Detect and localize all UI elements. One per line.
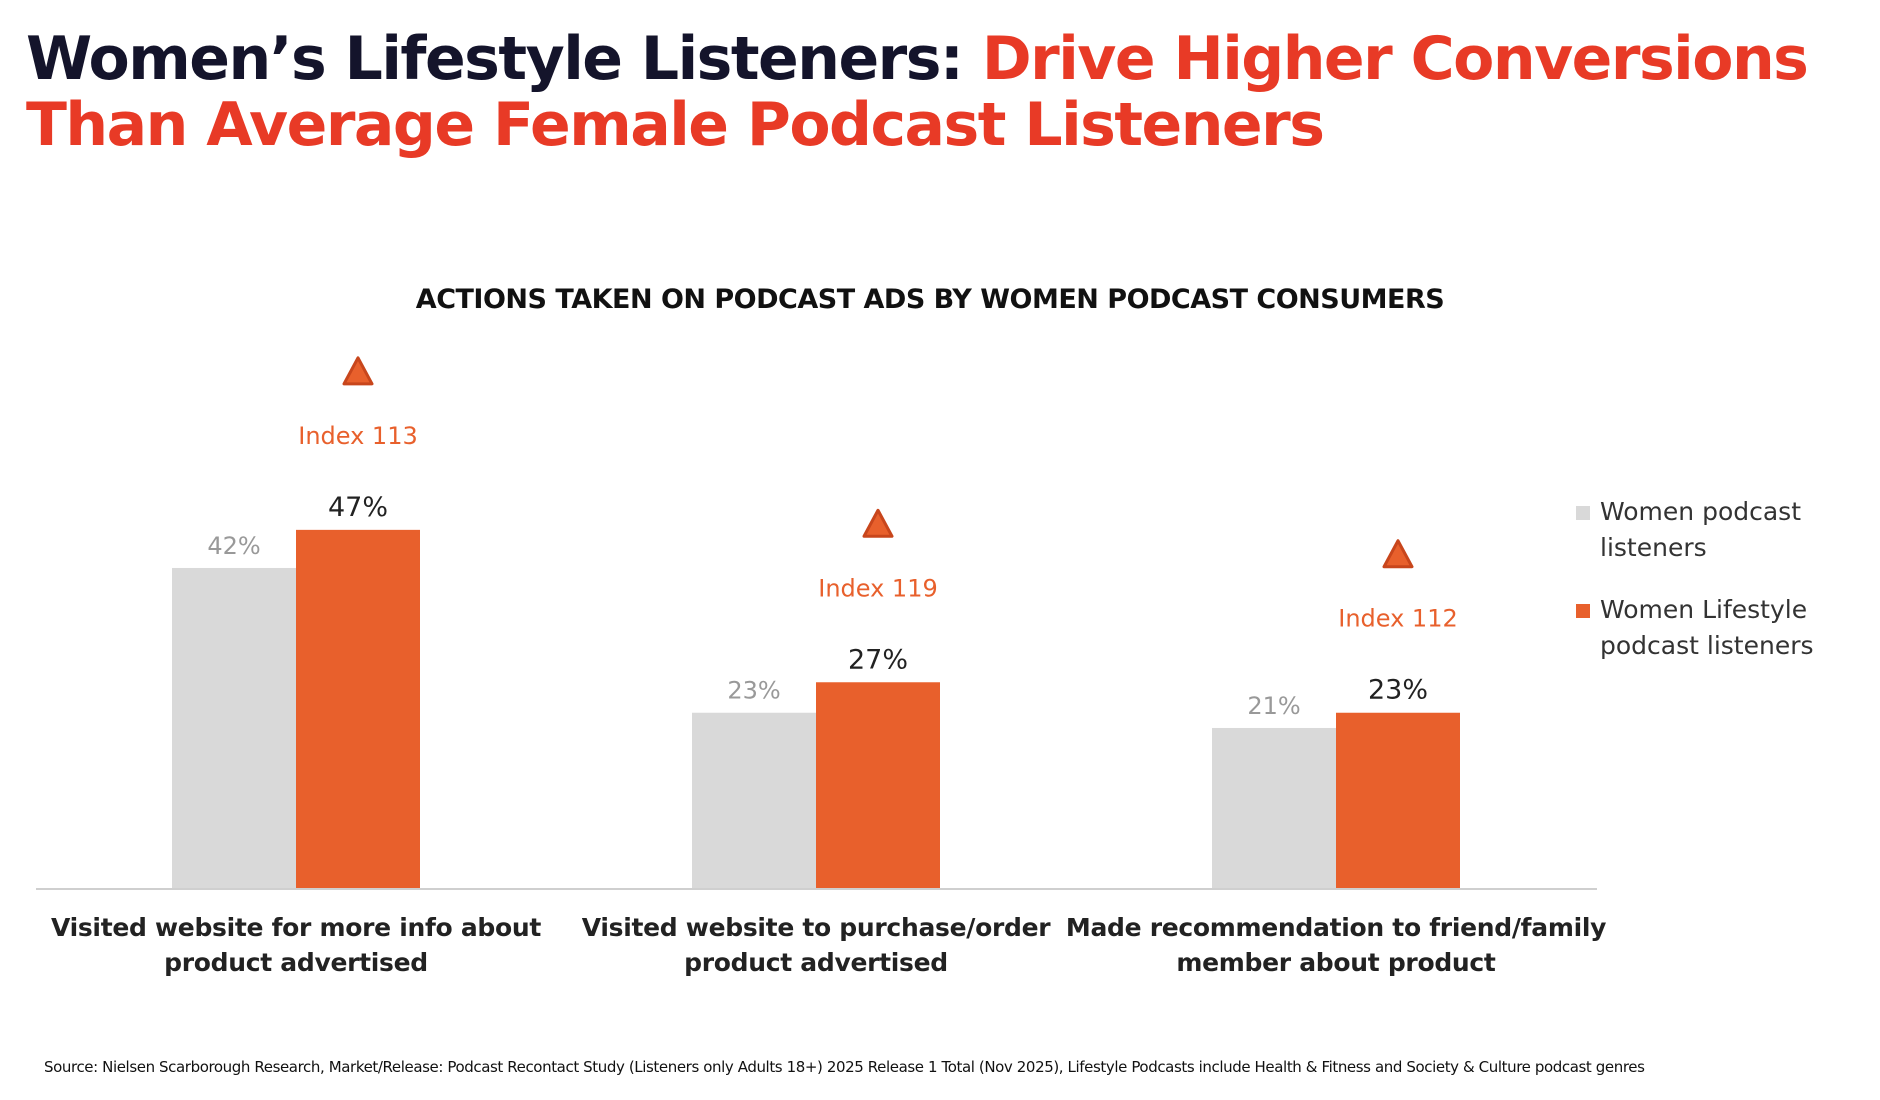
triangle-up-icon: [862, 508, 894, 538]
category-label: Visited website for more info about: [51, 913, 541, 942]
legend-label: Women podcast listeners: [1600, 497, 1802, 562]
legend-label: Women Lifestyle podcast listeners: [1600, 595, 1814, 660]
category-label: Made recommendation to friend/family: [1066, 913, 1606, 942]
bar: [692, 712, 816, 888]
bar: [172, 567, 296, 888]
bar: [1336, 712, 1460, 888]
index-annotation: Index 119: [818, 574, 938, 602]
title-part2: Drive Higher Conversions: [981, 24, 1809, 94]
data-label: 42%: [207, 532, 260, 560]
data-label: 21%: [1247, 692, 1300, 720]
index-annotation: Index 112: [1338, 605, 1458, 633]
legend-swatch: [1576, 506, 1590, 520]
bar: [1212, 727, 1336, 888]
category-label: member about product: [1176, 948, 1496, 977]
legend-item-women: Women podcast listeners: [1576, 494, 1840, 566]
category-label: product advertised: [164, 948, 428, 977]
data-label: 47%: [328, 492, 388, 523]
source-note: Source: Nielsen Scarborough Research, Ma…: [44, 1058, 1645, 1076]
chart-title: ACTIONS TAKEN ON PODCAST ADS BY WOMEN PO…: [415, 284, 1445, 315]
title-line2: Than Average Female Podcast Listeners: [26, 90, 1325, 160]
legend-swatch: [1576, 604, 1590, 618]
triangle-up-icon: [1382, 539, 1414, 569]
triangle-up-icon: [342, 356, 374, 386]
page-title: Women’s Lifestyle Listeners: Drive Highe…: [26, 24, 1809, 160]
bar: [816, 682, 940, 888]
category-label: product advertised: [684, 948, 948, 977]
legend-item-lifestyle: Women Lifestyle podcast listeners: [1576, 592, 1840, 664]
title-part1: Women’s Lifestyle Listeners:: [26, 24, 982, 94]
bar: [296, 529, 420, 888]
data-label: 27%: [848, 644, 908, 675]
category-label: Visited website to purchase/order: [582, 913, 1052, 942]
index-annotation: Index 113: [298, 422, 418, 450]
data-label: 23%: [727, 677, 780, 705]
data-label: 23%: [1368, 675, 1428, 706]
